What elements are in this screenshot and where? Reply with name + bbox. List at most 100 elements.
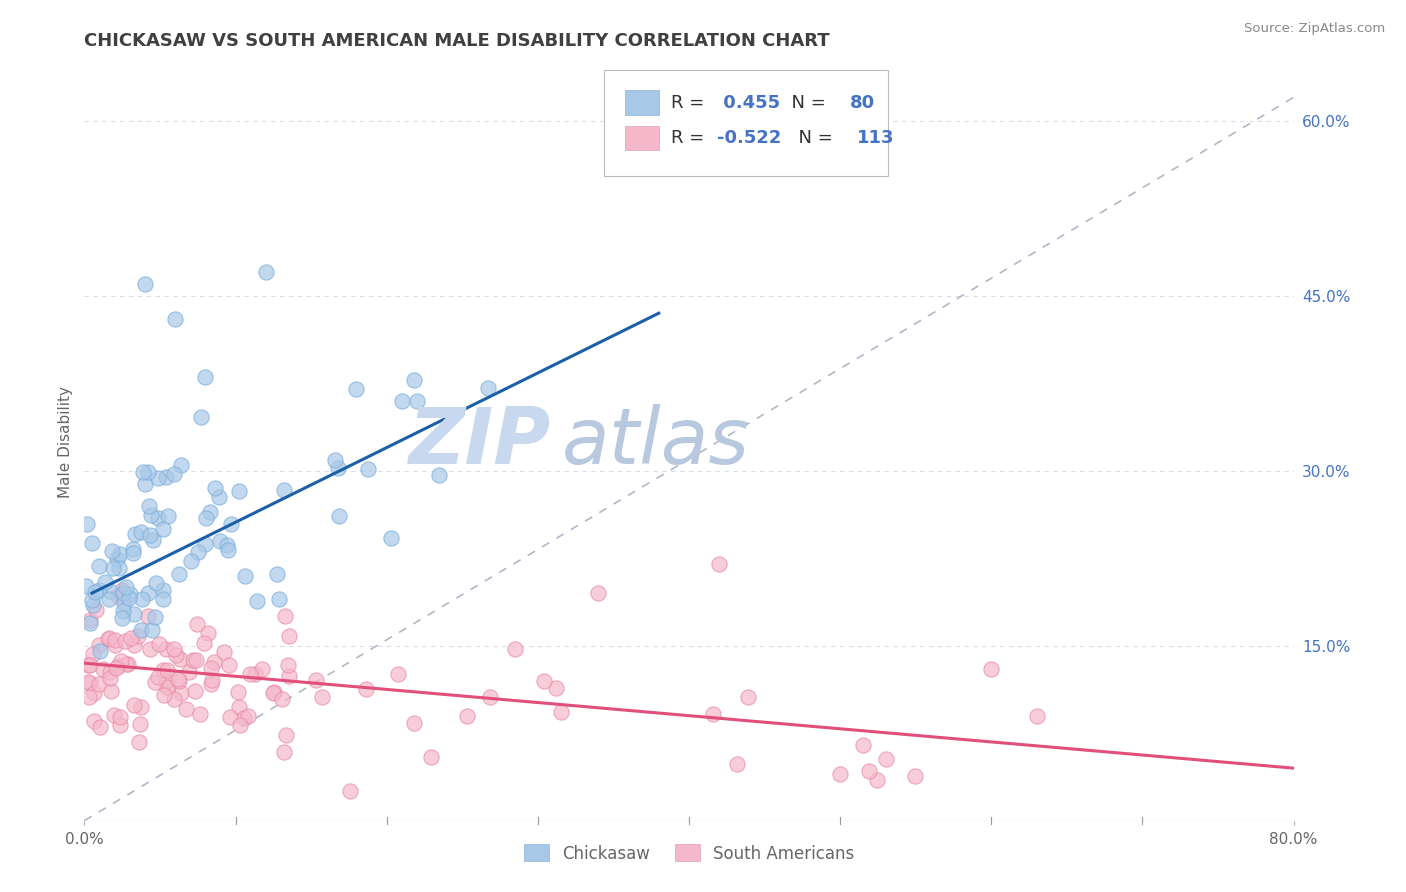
Point [157, 509, 180, 524]
Point [129, 700, 152, 714]
Point [111, 582, 134, 597]
Point [200, 661, 222, 675]
Point [177, 665, 200, 679]
Point [229, 718, 252, 732]
Point [346, 382, 368, 396]
Point [89, 644, 111, 658]
Point [269, 592, 291, 607]
Point [187, 545, 209, 559]
Point [155, 680, 177, 694]
Point [402, 716, 425, 731]
Point [82, 647, 104, 661]
Point [91, 662, 114, 676]
Point [97, 592, 120, 607]
Point [89, 582, 111, 597]
Point [239, 666, 262, 681]
Point [134, 477, 156, 491]
Point [129, 623, 152, 637]
Point [98, 583, 121, 598]
Point [87, 638, 110, 652]
Point [163, 691, 186, 706]
Point [170, 686, 193, 700]
Point [190, 409, 212, 424]
Point [200, 676, 222, 690]
Point [79, 615, 101, 630]
Point [197, 625, 219, 640]
Point [167, 672, 190, 686]
Point [233, 569, 256, 583]
FancyBboxPatch shape [624, 126, 659, 151]
Point [121, 632, 143, 646]
Point [305, 673, 328, 688]
Point [87, 677, 110, 691]
Point [194, 537, 217, 551]
FancyBboxPatch shape [624, 90, 659, 115]
Text: -0.522: -0.522 [717, 129, 782, 147]
Point [276, 729, 298, 743]
Point [218, 657, 240, 672]
Point [866, 772, 889, 787]
Point [323, 452, 346, 467]
Point [174, 702, 197, 716]
Point [82, 593, 104, 607]
Point [155, 673, 177, 688]
Point [104, 638, 127, 652]
Point [107, 659, 129, 673]
Point [217, 543, 239, 558]
Point [148, 637, 170, 651]
Point [152, 522, 174, 536]
Point [118, 591, 141, 606]
Point [169, 651, 191, 665]
Point [228, 685, 250, 699]
Text: N =: N = [780, 94, 831, 112]
Text: 113: 113 [858, 129, 894, 147]
Point [138, 641, 160, 656]
Text: 80: 80 [849, 94, 875, 112]
Point [212, 645, 235, 659]
Point [104, 632, 127, 647]
Point [127, 629, 149, 643]
Point [112, 596, 135, 610]
Point [110, 718, 132, 732]
Point [380, 531, 402, 545]
Point [122, 546, 145, 560]
Point [200, 505, 222, 519]
Point [188, 707, 211, 722]
Point [250, 662, 273, 676]
Point [80, 535, 103, 549]
Point [387, 666, 409, 681]
Point [204, 481, 226, 495]
Point [155, 641, 177, 656]
Point [112, 586, 135, 600]
Point [79, 657, 101, 672]
Point [75, 578, 97, 592]
Point [128, 717, 150, 731]
Point [406, 393, 429, 408]
Point [709, 557, 731, 571]
Point [89, 559, 111, 574]
Point [339, 784, 361, 798]
Point [328, 509, 350, 524]
Point [101, 561, 124, 575]
Point [98, 631, 121, 645]
Point [153, 689, 176, 703]
Point [391, 394, 413, 409]
Point [200, 673, 222, 687]
Point [132, 466, 155, 480]
Point [402, 373, 425, 387]
Point [544, 681, 567, 695]
Point [77, 674, 100, 689]
Point [129, 524, 152, 539]
Text: R =: R = [671, 129, 710, 147]
Point [83, 686, 105, 700]
Point [875, 751, 897, 765]
Point [103, 707, 125, 722]
Point [858, 764, 880, 779]
Point [115, 580, 138, 594]
Point [141, 623, 163, 637]
Point [122, 698, 145, 713]
Point [156, 663, 179, 677]
Point [131, 591, 153, 606]
Point [136, 465, 159, 479]
Point [243, 666, 266, 681]
